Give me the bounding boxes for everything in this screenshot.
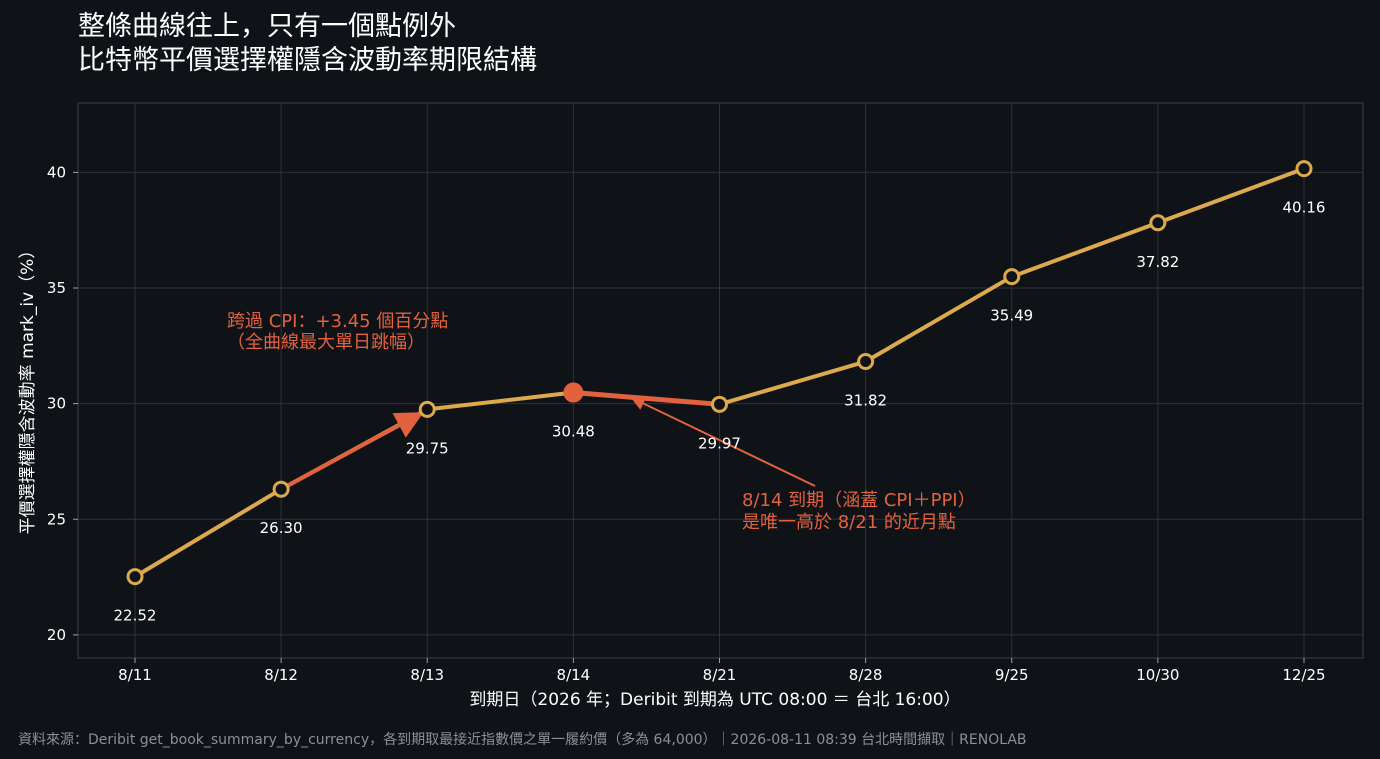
x-tick-label: 8/14 [557, 666, 591, 684]
data-value-label: 31.82 [844, 392, 887, 410]
outlier-annotation-arrow [630, 397, 816, 487]
x-tick-label: 8/28 [849, 666, 883, 684]
y-tick-label: 20 [47, 626, 66, 644]
data-value-label: 40.16 [1283, 199, 1326, 217]
y-tick-label: 30 [47, 395, 66, 413]
x-tick-label: 12/25 [1282, 666, 1325, 684]
series [126, 160, 1313, 586]
data-value-label: 29.75 [406, 439, 449, 457]
cpi-jump-segment [279, 411, 424, 492]
x-tick-label: 9/25 [995, 666, 1029, 684]
x-axis-label: 到期日（2026 年；Deribit 到期為 UTC 08:00 ＝ 台北 16… [469, 690, 960, 710]
data-point [1149, 214, 1167, 232]
data-value-label: 26.30 [260, 519, 303, 537]
outlier-segment [570, 390, 722, 407]
y-axis-label: 平價選擇權隱含波動率 mark_iv（%） [18, 242, 38, 535]
x-tick-label: 8/13 [410, 666, 444, 684]
data-point [711, 395, 728, 413]
x-tick-label: 8/12 [264, 666, 298, 684]
data-point [126, 568, 144, 586]
axes: 20 25 30 35 40 8/11 8/12 8/13 8/14 8/21 8/28 9/25 10… [47, 163, 1326, 684]
outlier-annotation-line1: 8/14 到期（涵蓋 CPI＋PPI） [742, 490, 976, 511]
chart-title: 整條曲線往上，只有一個點例外 比特幣平價選擇權隱含波動率期限結構 [78, 10, 537, 78]
y-tick-label: 40 [47, 163, 66, 181]
source-footnote: 資料來源：Deribit get_book_summary_by_currenc… [18, 732, 1027, 748]
x-tick-label: 8/21 [703, 666, 737, 684]
data-point-highlight [563, 382, 584, 403]
title-line-2: 比特幣平價選擇權隱含波動率期限結構 [78, 45, 537, 76]
data-point [418, 400, 436, 418]
x-tick-label: 10/30 [1136, 666, 1179, 684]
y-tick-label: 35 [47, 279, 66, 297]
data-point [1295, 160, 1313, 178]
grid [78, 103, 1363, 658]
data-point [1003, 268, 1021, 286]
data-value-label: 35.49 [990, 307, 1033, 325]
data-value-label: 22.52 [114, 607, 157, 625]
y-tick-label: 25 [47, 510, 66, 528]
data-value-label: 30.48 [552, 423, 595, 441]
data-point [857, 353, 875, 371]
outlier-annotation-line2: 是唯一高於 8/21 的近月點 [742, 512, 956, 533]
data-labels: 22.52 26.30 29.75 30.48 29.97 31.82 35.49 37.82… [114, 199, 1326, 625]
plot-area-frame [77, 102, 1364, 659]
data-value-label: 37.82 [1136, 253, 1179, 271]
data-value-label: 29.97 [698, 434, 741, 452]
jump-annotation-line1: 跨過 CPI：+3.45 個百分點 [227, 311, 448, 332]
x-tick-label: 8/11 [118, 666, 152, 684]
title-line-1: 整條曲線往上，只有一個點例外 [78, 11, 456, 42]
jump-annotation-line2: （全曲線最大單日跳幅） [227, 332, 425, 353]
data-point [272, 480, 290, 498]
